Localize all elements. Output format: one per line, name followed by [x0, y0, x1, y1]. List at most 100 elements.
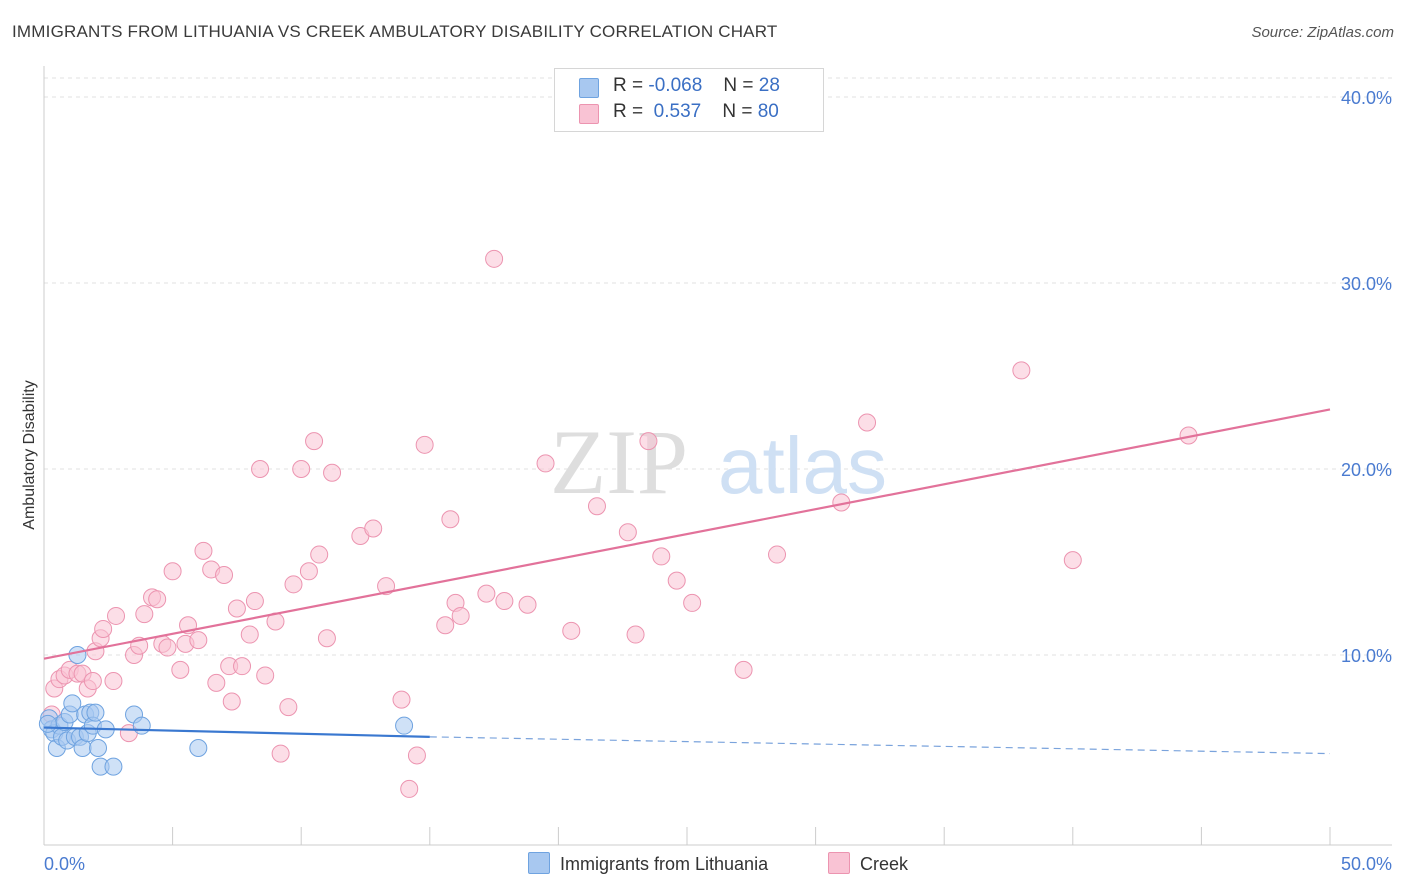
creek-point — [107, 606, 126, 625]
creek-point — [256, 666, 275, 685]
legend-r-label: R = — [613, 75, 644, 96]
lithuania-point — [63, 694, 82, 713]
creek-point — [292, 460, 311, 478]
lithuania-point — [395, 716, 414, 735]
creek-point — [323, 463, 342, 482]
creek-point — [227, 599, 246, 618]
chart-title: IMMIGRANTS FROM LITHUANIA VS CREEK AMBUL… — [12, 22, 778, 41]
y-tick-label: 30.0% — [1341, 274, 1392, 294]
creek-point — [171, 660, 190, 679]
y-tick-label: 40.0% — [1341, 88, 1392, 108]
y-tick-label: 20.0% — [1341, 460, 1392, 480]
creek-point — [683, 593, 702, 612]
creek-point — [317, 629, 336, 648]
creek-point — [377, 577, 396, 596]
tick-labels: 10.0% 20.0% 30.0% 40.0% 0.0% 50.0% — [44, 88, 1392, 874]
stats-legend: R = -0.068 N = 28 R = 0.537 N = 80 — [554, 68, 824, 132]
lithuania-point — [89, 739, 108, 757]
bottom-legend-label-lithuania: Immigrants from Lithuania — [560, 854, 769, 874]
creek-point — [194, 541, 213, 560]
creek-points — [42, 249, 1198, 798]
lithuania-point — [68, 646, 87, 664]
legend-n-label: N = — [722, 101, 753, 122]
creek-point — [215, 566, 234, 585]
creek-point — [587, 497, 606, 516]
creek-point — [251, 460, 270, 478]
bottom-legend-lithuania: Immigrants from Lithuania — [528, 852, 768, 875]
creek-point — [189, 631, 208, 650]
bottom-legend-swatch-lithuania — [528, 852, 550, 874]
bottom-legend-creek: Creek — [828, 852, 908, 875]
creek-point — [734, 660, 753, 679]
lithuania-trend-extension — [429, 736, 1331, 755]
creek-point — [392, 690, 411, 709]
creek-point — [477, 584, 496, 603]
creek-trend-line — [43, 408, 1331, 660]
lithuania-point — [132, 716, 151, 735]
y-axis-label: Ambulatory Disability — [21, 380, 38, 529]
legend-r-value: 0.537 — [648, 101, 702, 122]
creek-point — [626, 625, 645, 644]
creek-point — [163, 562, 182, 581]
creek-point — [233, 657, 252, 676]
lithuania-trend-line — [43, 726, 430, 738]
bottom-legend-swatch-creek — [828, 852, 850, 874]
creek-point — [158, 638, 177, 657]
legend-swatch-lithuania — [579, 78, 599, 98]
legend-r-label: R = — [613, 101, 644, 122]
creek-point — [94, 619, 113, 638]
creek-point — [451, 606, 470, 625]
creek-point — [768, 545, 787, 564]
creek-point — [407, 746, 426, 765]
creek-point — [562, 621, 581, 640]
creek-point — [858, 413, 877, 432]
watermark-zip: ZIP — [550, 411, 688, 513]
creek-point — [135, 605, 154, 624]
creek-point — [364, 519, 383, 538]
creek-point — [485, 249, 504, 268]
legend-swatch-creek — [579, 104, 599, 124]
trend-lines — [43, 408, 1331, 755]
creek-point — [436, 616, 455, 635]
x-tick-label: 50.0% — [1341, 854, 1392, 874]
creek-point — [415, 435, 434, 454]
creek-point — [495, 592, 514, 611]
y-tick-label: 10.0% — [1341, 646, 1392, 666]
chart-source: Source: ZipAtlas.com — [1251, 24, 1394, 41]
creek-point — [1012, 361, 1031, 380]
watermark-atlas: atlas — [718, 421, 887, 510]
lithuania-point — [104, 757, 123, 776]
creek-point — [245, 592, 264, 611]
creek-point — [667, 571, 686, 590]
lithuania-point — [189, 739, 208, 757]
creek-point — [271, 744, 290, 763]
creek-point — [240, 625, 259, 644]
creek-point — [222, 692, 241, 711]
creek-point — [618, 523, 637, 542]
lithuania-point — [86, 703, 105, 722]
legend-n-value: 80 — [757, 101, 779, 122]
creek-point — [1063, 551, 1082, 570]
creek-point — [400, 779, 419, 798]
creek-point — [310, 545, 329, 564]
creek-point — [305, 432, 324, 451]
creek-point — [536, 454, 555, 473]
grid-lines — [44, 77, 1392, 656]
x-tick-label: 0.0% — [44, 854, 85, 874]
lithuania-point — [38, 714, 57, 733]
creek-point — [279, 698, 298, 717]
creek-point — [83, 672, 102, 691]
creek-point — [284, 575, 303, 594]
legend-n-label: N = — [723, 75, 754, 96]
creek-point — [518, 595, 537, 614]
creek-point — [441, 510, 460, 529]
creek-point — [299, 562, 318, 581]
creek-point — [148, 590, 167, 609]
creek-point — [652, 547, 671, 566]
bottom-legend-label-creek: Creek — [860, 854, 909, 874]
legend-n-value: 28 — [758, 75, 780, 96]
creek-point — [639, 432, 658, 451]
creek-point — [207, 673, 226, 692]
legend-r-value: -0.068 — [648, 75, 703, 96]
